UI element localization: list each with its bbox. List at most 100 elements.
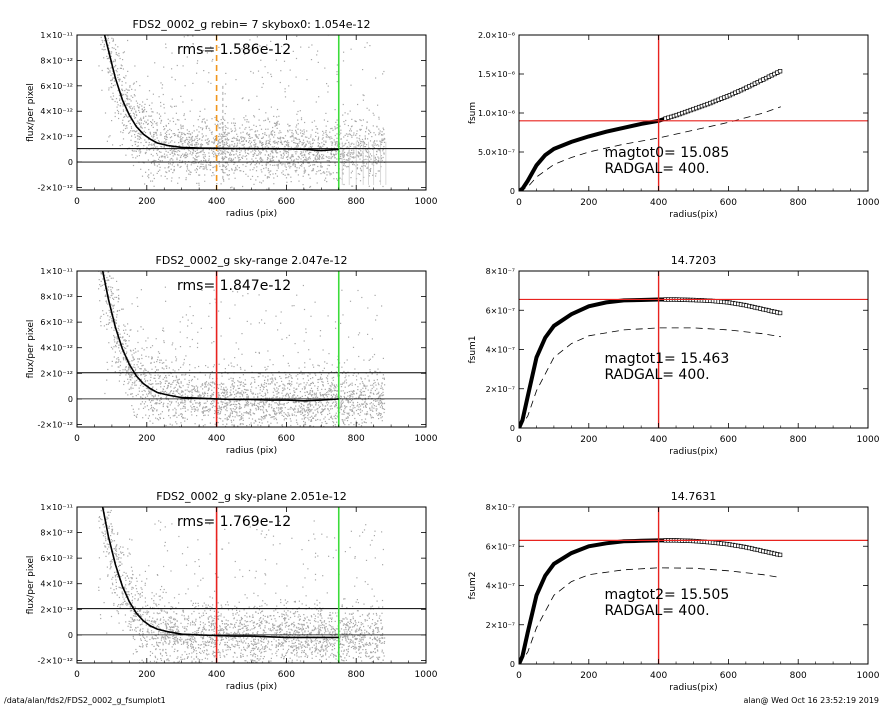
scatter-point — [184, 157, 186, 159]
scatter-point — [131, 145, 133, 147]
scatter-point — [348, 391, 350, 393]
scatter-point — [123, 93, 125, 96]
scatter-point — [331, 143, 333, 145]
scatter-point — [288, 149, 290, 151]
scatter-point — [298, 439, 299, 440]
scatter-point — [191, 414, 193, 416]
scatter-point — [358, 355, 360, 358]
scatter-point — [151, 356, 153, 358]
scatter-point — [331, 144, 333, 146]
scatter-point — [291, 398, 293, 400]
scatter-point — [162, 155, 164, 157]
scatter-point — [250, 141, 253, 143]
scatter-point — [273, 177, 275, 179]
scatter-point — [242, 419, 244, 421]
scatter-point — [309, 408, 311, 410]
scatter-point — [361, 419, 363, 421]
scatter-point — [320, 162, 322, 164]
scatter-point — [329, 405, 331, 407]
scatter-point — [167, 386, 169, 388]
scatter-point — [213, 161, 215, 163]
scatter-point — [220, 418, 222, 420]
scatter-point — [144, 139, 146, 141]
scatter-point — [276, 390, 279, 392]
scatter-point — [349, 396, 351, 398]
scatter-point — [317, 386, 319, 388]
scatter-point — [371, 155, 373, 157]
scatter-point — [156, 403, 158, 405]
scatter-point — [240, 391, 242, 394]
scatter-point — [163, 330, 165, 332]
scatter-point — [172, 415, 174, 417]
scatter-point — [365, 406, 367, 408]
scatter-point — [257, 137, 259, 139]
scatter-point — [276, 156, 278, 158]
scatter-point — [226, 168, 228, 170]
scatter-point — [239, 387, 241, 389]
scatter-point — [218, 152, 220, 154]
scatter-point — [352, 153, 354, 155]
scatter-point — [313, 394, 315, 396]
scatter-point — [360, 128, 362, 131]
scatter-point — [118, 52, 120, 55]
scatter-point — [173, 392, 175, 394]
scatter-point — [164, 155, 166, 157]
scatter-point — [382, 150, 384, 152]
scatter-point — [221, 156, 224, 158]
scatter-point — [280, 140, 282, 142]
scatter-point — [172, 155, 174, 157]
scatter-point — [283, 389, 285, 391]
scatter-point — [278, 159, 280, 161]
scatter-point — [250, 163, 252, 165]
scatter-point — [230, 389, 232, 391]
scatter-point — [289, 157, 291, 159]
scatter-point — [110, 31, 111, 32]
scatter-point — [212, 381, 214, 383]
scatter-point — [137, 393, 139, 395]
scatter-point — [335, 151, 337, 153]
scatter-point — [231, 159, 233, 161]
scatter-point — [199, 395, 201, 397]
scatter-point — [262, 149, 264, 151]
scatter-point — [229, 400, 231, 402]
scatter-point — [291, 136, 293, 138]
scatter-point — [134, 117, 137, 119]
scatter-point — [144, 120, 146, 122]
scatter-point — [320, 425, 322, 427]
scatter-point — [277, 164, 279, 166]
scatter-point — [289, 163, 291, 165]
scatter-point — [224, 138, 226, 140]
scatter-point — [264, 66, 266, 68]
scatter-point — [293, 409, 295, 411]
scatter-point — [120, 131, 122, 133]
scatter-point — [326, 392, 328, 394]
scatter-point — [328, 164, 331, 167]
scatter-point — [227, 415, 230, 417]
scatter-point — [304, 153, 306, 155]
scatter-point — [304, 170, 307, 172]
scatter-point — [284, 174, 286, 176]
scatter-point — [334, 397, 336, 399]
scatter-point — [152, 414, 154, 416]
scatter-point — [149, 373, 151, 375]
scatter-point — [166, 134, 168, 136]
scatter-point — [144, 406, 146, 408]
scatter-point — [280, 157, 282, 159]
scatter-point — [274, 122, 276, 124]
scatter-point — [325, 112, 327, 114]
scatter-point — [249, 129, 251, 131]
scatter-point — [136, 114, 138, 117]
scatter-point — [258, 150, 260, 152]
scatter-point — [122, 110, 125, 112]
scatter-point — [240, 136, 242, 138]
scatter-point — [275, 151, 277, 153]
scatter-point — [221, 150, 223, 152]
scatter-point — [328, 160, 330, 162]
scatter-point — [267, 118, 269, 121]
scatter-point — [328, 136, 330, 138]
scatter-point — [139, 136, 141, 139]
scatter-point — [266, 44, 268, 46]
scatter-point — [234, 157, 236, 159]
scatter-point — [324, 67, 326, 69]
